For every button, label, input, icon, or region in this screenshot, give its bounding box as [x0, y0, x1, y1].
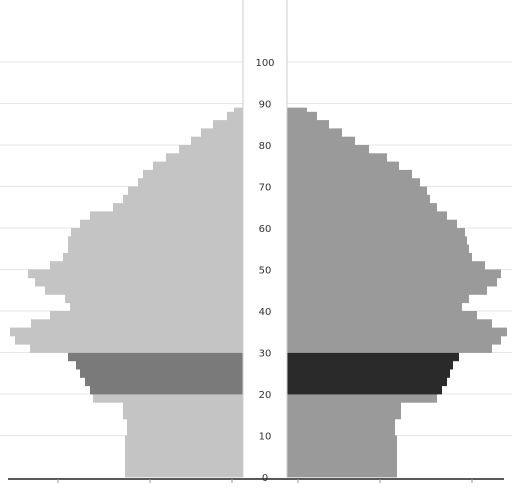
- right-bar-age-14: [287, 402, 401, 420]
- x-axis: [8, 478, 504, 483]
- left-bar-age-10: [127, 418, 243, 436]
- left-bar-age-52: [63, 252, 243, 262]
- right-bar-age-6: [287, 435, 397, 453]
- left-bar-age-20: [90, 385, 243, 395]
- right-bar-age-28: [287, 352, 459, 362]
- right-bar-age-64: [287, 203, 437, 212]
- center-column-bg: [243, 0, 287, 477]
- left-bar-age-70: [138, 178, 243, 187]
- left-bar-age-28: [68, 352, 243, 362]
- right-bar-age-78: [287, 145, 369, 154]
- left-bar-age-76: [166, 153, 243, 162]
- left-bar-age-30: [30, 344, 243, 353]
- right-bar-age-42: [287, 294, 469, 304]
- left-bar-age-0: [125, 468, 243, 478]
- right-bar-age-88: [287, 107, 307, 113]
- right-bar-age-36: [287, 319, 492, 328]
- left-bar-age-26: [76, 360, 243, 370]
- right-bar-age-30: [287, 344, 492, 353]
- left-bar-age-14: [123, 402, 243, 420]
- right-bar-age-60: [287, 219, 457, 229]
- left-bar-age-74: [153, 161, 243, 171]
- age-tick-10: 10: [259, 432, 272, 443]
- right-bar-age-52: [287, 252, 472, 262]
- left-bar-age-66: [123, 194, 243, 204]
- right-bar-age-58: [287, 228, 465, 237]
- center-axis-column: [242, 0, 288, 477]
- left-bar-age-2: [125, 452, 243, 470]
- left-bar-age-46: [35, 277, 243, 287]
- right-bar-age-50: [287, 261, 485, 270]
- right-bar-age-54: [287, 244, 469, 254]
- age-tick-40: 40: [259, 307, 272, 318]
- left-bar-age-78: [179, 145, 243, 154]
- age-tick-100: 100: [255, 58, 274, 69]
- right-bar-age-82: [287, 128, 342, 138]
- right-bar-age-38: [287, 311, 477, 320]
- left-bar-age-68: [128, 186, 243, 196]
- left-series-bars: [10, 107, 243, 478]
- age-tick-30: 30: [259, 349, 272, 360]
- right-bar-age-34: [287, 327, 507, 337]
- left-bar-age-60: [80, 219, 243, 229]
- age-tick-50: 50: [259, 266, 272, 277]
- right-bar-age-44: [287, 286, 487, 295]
- left-bar-age-40: [70, 302, 243, 312]
- age-tick-90: 90: [259, 100, 272, 111]
- right-bar-age-62: [287, 211, 447, 221]
- right-bar-age-26: [287, 360, 453, 370]
- left-bar-age-38: [50, 311, 243, 320]
- right-bar-age-86: [287, 111, 317, 121]
- left-bar-age-22: [85, 377, 243, 387]
- left-bar-age-6: [125, 435, 243, 453]
- age-tick-70: 70: [259, 183, 272, 194]
- left-bar-age-62: [90, 211, 243, 221]
- age-tick-60: 60: [259, 224, 272, 235]
- age-tick-20: 20: [259, 390, 272, 401]
- right-bar-age-46: [287, 277, 497, 287]
- right-bar-age-72: [287, 169, 412, 179]
- left-bar-age-84: [213, 120, 243, 129]
- right-bar-age-80: [287, 136, 355, 146]
- left-bar-age-80: [191, 136, 243, 146]
- right-bar-age-84: [287, 120, 329, 129]
- left-bar-age-88: [234, 107, 243, 113]
- left-bar-age-18: [93, 394, 243, 403]
- right-bar-age-76: [287, 153, 387, 162]
- left-bar-age-48: [28, 269, 243, 279]
- right-bar-age-0: [287, 468, 397, 478]
- right-bar-age-74: [287, 161, 399, 171]
- right-bar-age-10: [287, 418, 395, 436]
- left-bar-age-34: [10, 327, 243, 337]
- left-bar-age-24: [80, 369, 243, 378]
- age-tick-80: 80: [259, 141, 272, 152]
- left-bar-age-72: [143, 169, 243, 179]
- left-bar-age-58: [71, 228, 243, 237]
- left-bar-age-36: [31, 319, 243, 328]
- left-bar-age-44: [45, 286, 243, 295]
- right-bar-age-2: [287, 452, 397, 470]
- right-bar-age-40: [287, 302, 462, 312]
- left-bar-age-42: [65, 294, 243, 304]
- right-series-bars: [287, 107, 507, 478]
- right-bar-age-70: [287, 178, 420, 187]
- right-bar-age-18: [287, 394, 437, 403]
- left-bar-age-64: [113, 203, 243, 212]
- right-bar-age-68: [287, 186, 427, 196]
- right-bar-age-32: [287, 335, 501, 345]
- left-bar-age-86: [227, 111, 243, 121]
- left-bar-age-32: [15, 335, 243, 345]
- right-bar-age-48: [287, 269, 501, 279]
- right-bar-age-20: [287, 385, 442, 395]
- right-bar-age-56: [287, 236, 467, 245]
- left-bar-age-56: [68, 236, 243, 245]
- left-bar-age-54: [68, 244, 243, 254]
- right-bar-age-66: [287, 194, 430, 204]
- right-bar-age-24: [287, 369, 450, 378]
- left-bar-age-50: [50, 261, 243, 270]
- left-bar-age-82: [201, 128, 243, 138]
- right-bar-age-22: [287, 377, 447, 387]
